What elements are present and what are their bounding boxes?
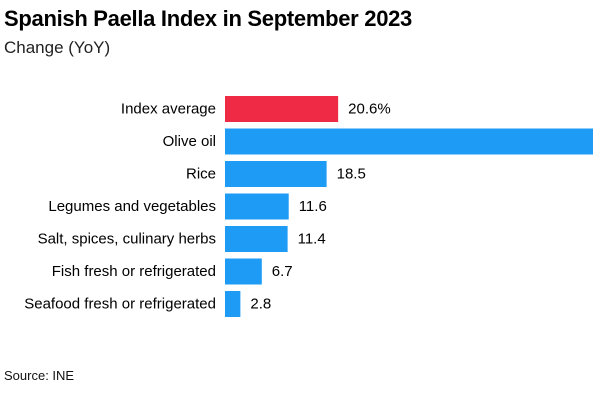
bar <box>225 258 262 285</box>
bar <box>225 291 241 317</box>
source-note: Source: INE <box>4 368 75 383</box>
bar <box>225 226 288 252</box>
bar <box>225 193 289 220</box>
value-label: 6.7 <box>272 263 293 280</box>
value-label: 2.8 <box>250 296 271 313</box>
category-label: Rice <box>186 166 216 183</box>
bar <box>225 128 593 155</box>
category-label: Index average <box>121 101 216 118</box>
bar <box>225 161 327 187</box>
category-label: Olive oil <box>163 133 216 150</box>
category-label: Seafood fresh or refrigerated <box>24 296 216 313</box>
bar <box>225 96 339 122</box>
chart-title: Spanish Paella Index in September 2023 <box>4 6 412 31</box>
category-label: Fish fresh or refrigerated <box>52 263 216 280</box>
chart-subtitle: Change (YoY) <box>4 38 111 57</box>
value-label: 11.4 <box>298 231 326 248</box>
value-label: 20.6% <box>348 101 391 118</box>
value-label: 11.6 <box>299 198 327 215</box>
value-label: 18.5 <box>337 166 366 183</box>
category-label: Salt, spices, culinary herbs <box>38 231 216 248</box>
category-label: Legumes and vegetables <box>48 198 216 215</box>
